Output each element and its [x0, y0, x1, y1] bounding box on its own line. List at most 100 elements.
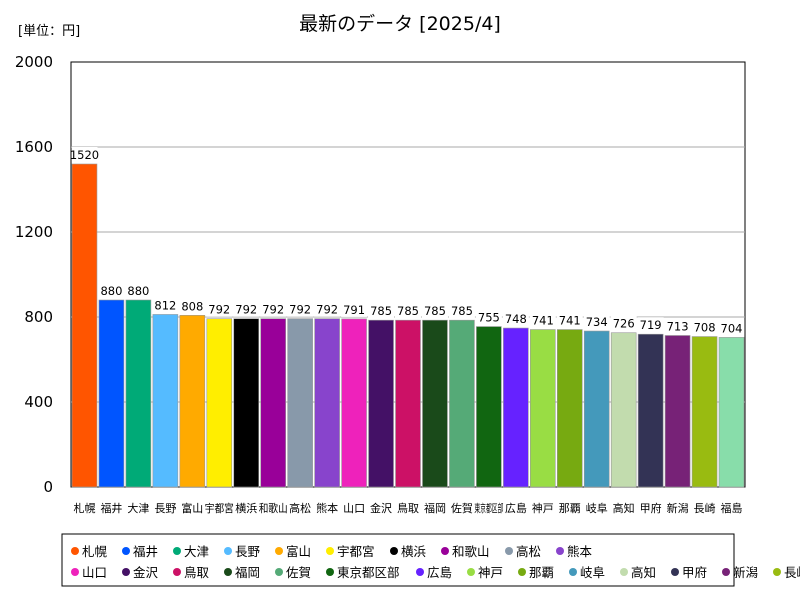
legend-entry: 鳥取 — [184, 565, 210, 580]
legend-swatch — [671, 568, 679, 576]
value-label-bg — [206, 301, 233, 317]
legend-entry: 札幌 — [82, 544, 108, 559]
legend-swatch — [416, 568, 424, 576]
value-label-bg — [368, 303, 395, 319]
bar — [503, 327, 529, 488]
legend-swatch — [173, 568, 181, 576]
value-label: 792 — [235, 303, 257, 317]
x-tick-label: 和歌山 — [259, 501, 288, 515]
x-tick-label: 甲府 — [640, 501, 662, 515]
x-tick-label: 神戸 — [532, 501, 554, 515]
value-label: 748 — [505, 312, 527, 326]
bar — [233, 318, 260, 488]
value-label: 792 — [208, 303, 230, 317]
legend-swatch — [390, 547, 398, 555]
legend-swatch — [467, 568, 475, 576]
x-axis-ticks: 札幌 福井 大津 長野 富山 宇都宮横浜 和歌山高松 熊本 山口 金沢 鳥取 福岡 佐賀 東京都区部広島神… — [73, 501, 742, 515]
bar — [476, 326, 502, 488]
unit-label: [単位：円] — [18, 23, 80, 39]
legend-swatch — [620, 568, 628, 576]
legend-swatch — [722, 568, 730, 576]
value-label: 704 — [721, 321, 743, 335]
y-axis-ticks: 0 400 800 1200 1600 2000 — [15, 53, 53, 496]
value-label-bg — [125, 283, 152, 298]
legend-swatch — [122, 547, 130, 555]
bar — [718, 337, 745, 488]
value-label: 880 — [127, 284, 149, 298]
legend-entry: 福井 — [133, 544, 158, 559]
legend-swatch — [275, 547, 283, 555]
legend-entry: 宇都宮 — [337, 544, 375, 559]
x-tick-label: 福岡 — [424, 501, 446, 515]
value-label-bg — [287, 301, 314, 317]
y-tick-label: 400 — [24, 393, 53, 411]
value-labels: 1520 880 880 812 808 792 792 792 792 792 791 785 785… — [70, 147, 745, 336]
x-tick-label: 福井 — [100, 501, 122, 515]
bar — [368, 319, 394, 488]
value-label: 734 — [586, 315, 608, 329]
legend-entry: 岐阜 — [580, 565, 605, 580]
bar — [152, 314, 179, 488]
value-label: 719 — [640, 318, 662, 332]
x-tick-label: 高知 — [613, 501, 635, 515]
value-label-bg — [395, 303, 421, 319]
value-label-bg — [610, 315, 637, 331]
bar — [583, 330, 610, 488]
legend-entry: 神戸 — [478, 565, 503, 580]
legend-swatch — [173, 547, 181, 555]
legend-entry: 高知 — [631, 565, 656, 580]
value-label-bg — [233, 301, 260, 317]
x-tick-label: 富山 — [181, 501, 203, 515]
value-label: 792 — [262, 303, 284, 317]
legend-swatch — [122, 568, 130, 576]
value-label: 741 — [532, 314, 554, 328]
legend-entry: 那覇 — [529, 565, 554, 580]
value-label-bg — [718, 320, 745, 336]
legend-swatch — [326, 547, 334, 555]
value-label-bg — [98, 283, 125, 298]
legend-box — [61, 533, 735, 587]
value-label-bg — [179, 298, 206, 314]
bar — [179, 314, 206, 488]
value-label-bg — [502, 311, 529, 327]
x-tick-label: 那覇 — [559, 502, 581, 515]
y-tick-label: 0 — [43, 478, 53, 496]
bar — [422, 319, 448, 488]
value-label: 741 — [559, 314, 581, 328]
legend-entry: 東京都区部 — [337, 565, 400, 580]
legend-entry: 山口 — [82, 565, 107, 580]
legend-swatch — [326, 568, 334, 576]
bar — [260, 318, 286, 488]
bar — [125, 299, 152, 488]
bar — [206, 318, 233, 488]
x-tick-label: 高松 — [289, 501, 311, 515]
legend-entry: 広島 — [427, 565, 452, 580]
value-label: 880 — [100, 284, 122, 298]
legend-swatch — [505, 547, 513, 555]
value-label-bg — [583, 314, 610, 330]
legend-swatch — [441, 547, 449, 555]
legend-swatch — [275, 568, 283, 576]
value-label: 812 — [154, 298, 176, 312]
y-tick-label: 1200 — [15, 223, 53, 241]
bar — [341, 318, 367, 488]
value-label-bg — [529, 312, 556, 328]
value-label: 792 — [316, 303, 338, 317]
value-label: 791 — [343, 303, 365, 317]
y-tick-label: 800 — [24, 308, 53, 326]
value-label: 708 — [694, 321, 716, 335]
x-tick-label: 新潟 — [667, 501, 689, 515]
legend-swatch — [224, 568, 232, 576]
value-label-bg — [448, 303, 475, 319]
legend-swatch — [71, 547, 79, 555]
value-label-bg — [637, 317, 664, 333]
y-tick-label: 2000 — [15, 53, 53, 71]
y-tick-label: 1600 — [15, 138, 53, 156]
x-tick-label: 岐阜 — [586, 502, 608, 515]
legend-swatch — [71, 568, 79, 576]
bar — [530, 329, 556, 488]
bar — [610, 332, 637, 488]
legend-entry: 佐賀 — [286, 565, 311, 580]
legend-entry: 長崎 — [784, 565, 800, 580]
